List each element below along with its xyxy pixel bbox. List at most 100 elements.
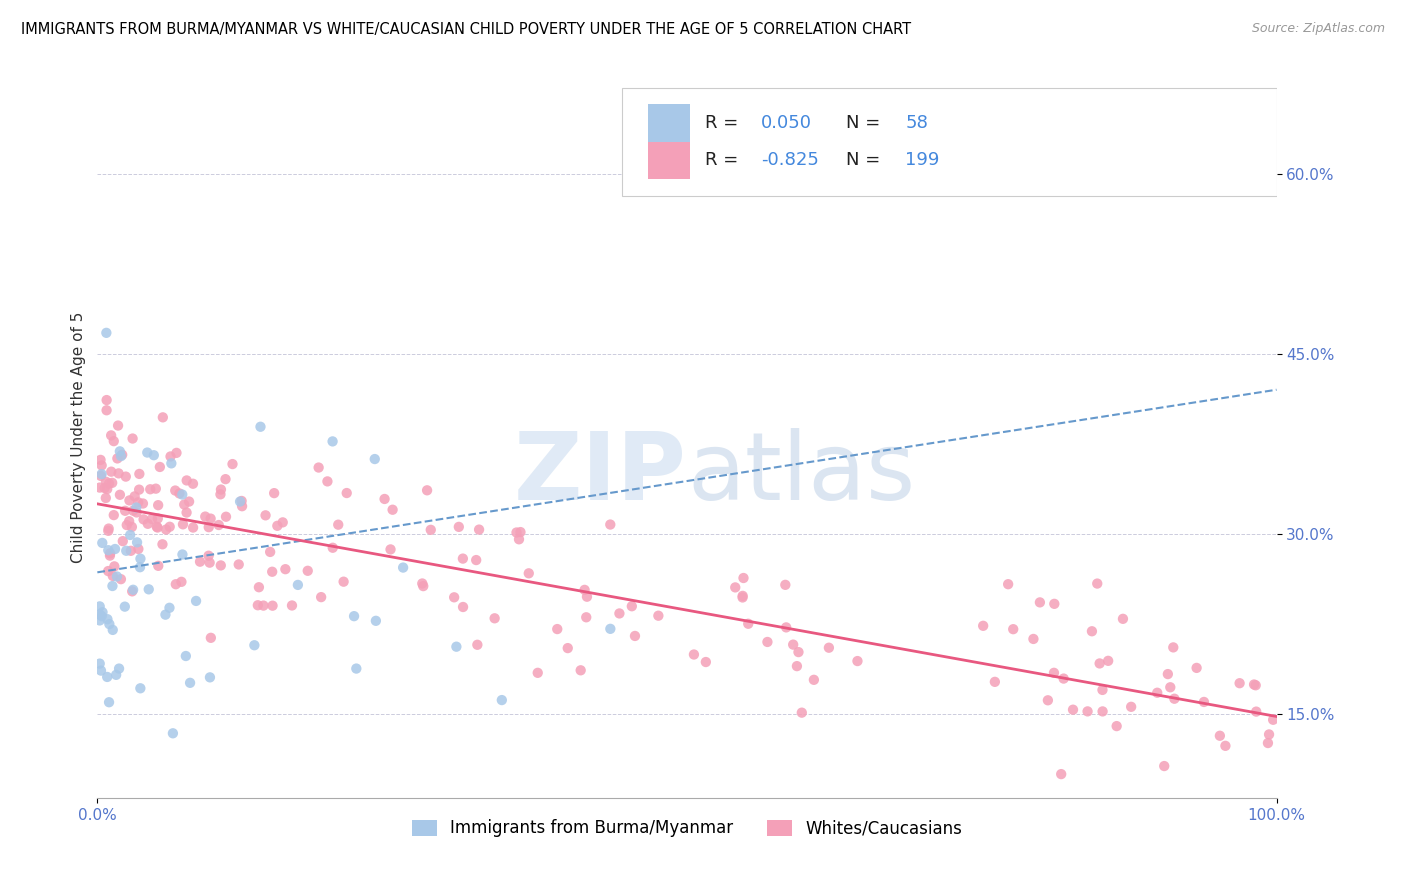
Point <box>115 543 138 558</box>
Point <box>101 475 124 490</box>
Point <box>467 638 489 652</box>
Point <box>159 450 181 464</box>
Point <box>846 654 869 668</box>
Point <box>364 452 387 467</box>
Point <box>124 489 146 503</box>
Text: -0.825: -0.825 <box>761 152 820 169</box>
Point <box>114 469 136 483</box>
Text: R =: R = <box>704 152 744 169</box>
Point <box>546 622 568 636</box>
Point <box>96 393 118 408</box>
Point <box>419 523 441 537</box>
Point <box>98 549 121 563</box>
Point <box>159 600 181 615</box>
Point <box>557 641 579 656</box>
Point <box>308 460 330 475</box>
Point <box>97 564 120 578</box>
Point <box>105 668 128 682</box>
Point <box>737 616 759 631</box>
Point <box>972 619 994 633</box>
Point <box>262 565 284 579</box>
Point <box>89 614 111 628</box>
Point <box>1161 640 1184 655</box>
Point <box>198 556 221 570</box>
Point <box>775 620 797 634</box>
Point <box>111 448 134 462</box>
Point <box>152 537 174 551</box>
Point <box>200 511 222 525</box>
Point <box>790 706 813 720</box>
Point <box>136 516 159 531</box>
Point <box>1088 657 1111 671</box>
Point <box>181 520 204 534</box>
Point <box>683 648 706 662</box>
Point <box>262 599 284 613</box>
Point <box>170 574 193 589</box>
Point <box>756 635 779 649</box>
Point <box>1062 703 1084 717</box>
Point <box>281 599 304 613</box>
Point <box>695 655 717 669</box>
Point <box>1243 677 1265 691</box>
Point <box>100 465 122 479</box>
Point <box>121 584 143 599</box>
Point <box>1097 654 1119 668</box>
Point <box>243 638 266 652</box>
Point <box>162 726 184 740</box>
Point <box>96 482 118 496</box>
Point <box>98 476 121 491</box>
Point <box>172 487 194 501</box>
Point <box>169 486 191 500</box>
Point <box>110 572 132 586</box>
Point <box>101 569 124 583</box>
Point <box>114 504 136 518</box>
Point <box>118 514 141 528</box>
Point <box>121 520 143 534</box>
Point <box>114 599 136 614</box>
Point <box>274 562 297 576</box>
Point <box>392 560 415 574</box>
Point <box>138 582 160 597</box>
Point <box>89 657 111 671</box>
Point <box>221 457 243 471</box>
Point <box>101 623 124 637</box>
Point <box>1244 678 1267 692</box>
Point <box>599 517 621 532</box>
Point <box>209 558 232 573</box>
Text: 0.050: 0.050 <box>761 114 813 132</box>
Point <box>108 488 131 502</box>
Point <box>1121 699 1143 714</box>
Point <box>142 448 165 462</box>
Text: N =: N = <box>846 152 886 169</box>
Point <box>91 605 114 619</box>
Point <box>146 511 169 525</box>
Point <box>188 555 211 569</box>
Point <box>166 446 188 460</box>
Point <box>484 611 506 625</box>
Point <box>984 674 1007 689</box>
Point <box>200 631 222 645</box>
Point <box>1163 691 1185 706</box>
Point <box>125 500 148 515</box>
Point <box>1192 695 1215 709</box>
Point <box>451 551 474 566</box>
Point <box>803 673 825 687</box>
Point <box>122 582 145 597</box>
Point <box>97 524 120 538</box>
Point <box>569 663 592 677</box>
Point <box>1215 739 1237 753</box>
Text: R =: R = <box>704 114 744 132</box>
Point <box>380 542 402 557</box>
Point <box>129 551 152 566</box>
Point <box>90 664 112 678</box>
Point <box>1022 632 1045 646</box>
Point <box>90 453 112 467</box>
Point <box>1112 612 1135 626</box>
Point <box>731 589 754 603</box>
Point <box>505 525 527 540</box>
Point <box>775 578 797 592</box>
Point <box>97 522 120 536</box>
Point <box>1091 705 1114 719</box>
Point <box>90 458 112 473</box>
Point <box>336 486 359 500</box>
